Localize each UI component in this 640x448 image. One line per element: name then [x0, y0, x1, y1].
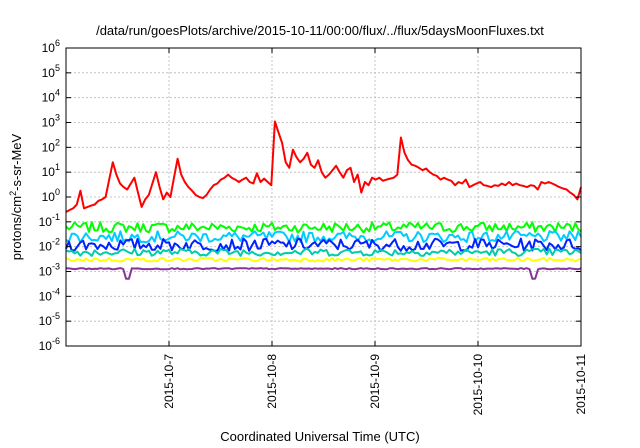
y-tick-label: 10-4	[39, 286, 60, 303]
x-tick-label: 2015-10-10	[471, 354, 485, 416]
y-tick-label: 106	[42, 38, 60, 55]
y-tick-label: 101	[42, 162, 60, 179]
y-tick-label: 105	[42, 63, 60, 80]
y-tick-label: 10-1	[39, 212, 60, 229]
x-tick-label: 2015-10-8	[265, 354, 279, 409]
series-line-4	[65, 247, 582, 257]
y-tick-label: 10-6	[39, 336, 60, 353]
x-axis-label: Coordinated Universal Time (UTC)	[220, 429, 419, 444]
series-line-3	[65, 237, 582, 252]
series-line-0	[65, 120, 582, 213]
grid	[66, 48, 581, 346]
series-line-2	[65, 230, 582, 244]
y-tick-label: 103	[42, 113, 60, 130]
chart-title: /data/run/goesPlots/archive/2015-10-11/0…	[96, 23, 544, 38]
x-tick-label: 2015-10-11	[574, 354, 588, 415]
y-tick-label: 104	[42, 88, 60, 105]
y-tick-label: 10-5	[39, 311, 60, 328]
y-axis: 10-6 10-5 10-4 10-3 10-2 10-1 100 101 102 103 104 1…	[39, 38, 581, 353]
x-tick-label: 2015-10-7	[162, 354, 176, 409]
y-axis-label-base: protons/cm	[9, 196, 24, 260]
series-line-6	[65, 267, 582, 280]
y-axis-label: protons/cm2-s-sr-MeV	[8, 133, 24, 260]
x-axis: 2015-10-7 2015-10-8 2015-10-9 2015-10-10 201…	[162, 48, 588, 415]
y-tick-label: 102	[42, 137, 60, 154]
x-tick-label: 2015-10-9	[368, 354, 382, 409]
y-tick-label: 100	[42, 187, 60, 204]
data-series	[65, 120, 582, 280]
series-line-5	[65, 256, 582, 263]
y-axis-label-sup: 2	[8, 191, 18, 196]
y-tick-label: 10-3	[39, 262, 60, 279]
y-tick-label: 10-2	[39, 237, 60, 254]
series-line-1	[65, 221, 582, 234]
y-axis-label-rest: -s-sr-MeV	[9, 133, 24, 190]
